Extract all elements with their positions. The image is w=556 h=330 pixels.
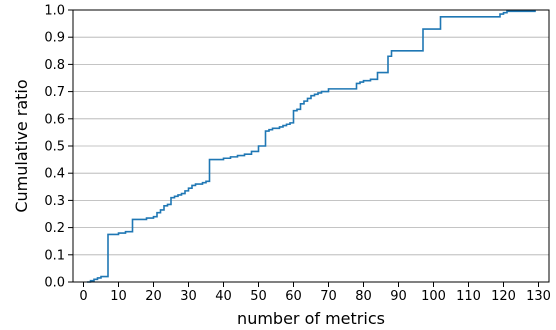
x-tick-label: 110 [456,289,481,304]
x-tick-label: 130 [526,289,551,304]
x-tick-label: 30 [180,289,197,304]
x-tick-label: 100 [421,289,446,304]
x-tick-label: 90 [390,289,407,304]
y-tick-label: 0.5 [44,140,65,155]
y-tick-label: 1.0 [44,4,65,19]
y-tick-label: 0.0 [44,276,65,291]
x-axis-ticks: 0 10 20 30 40 50 60 70 80 90 100 110 120 130 [79,282,551,304]
y-axis-ticks: 0.0 0.1 0.2 0.3 0.4 0.5 0.6 0.7 0.8 0.9 1.0 [44,4,73,291]
x-tick-label: 120 [491,289,516,304]
y-tick-label: 0.4 [44,167,65,182]
y-tick-label: 0.6 [44,112,65,127]
series-group [87,10,536,283]
x-tick-label: 20 [145,289,162,304]
x-tick-label: 70 [320,289,337,304]
grid-lines [73,9,549,283]
y-tick-label: 0.7 [44,85,65,100]
y-tick-label: 0.3 [44,194,65,209]
y-axis-label: Cumulative ratio [12,79,31,212]
x-tick-label: 80 [355,289,372,304]
x-tick-label: 10 [110,289,127,304]
x-axis-label: number of metrics [237,309,385,328]
y-tick-label: 0.9 [44,31,65,46]
y-tick-label: 0.2 [44,221,65,236]
y-tick-label: 0.1 [44,248,65,263]
y-tick-label: 0.8 [44,58,65,73]
x-tick-label: 0 [79,289,87,304]
cdf-series-line [87,10,536,283]
x-tick-label: 40 [215,289,232,304]
x-tick-label: 50 [250,289,267,304]
x-tick-label: 60 [285,289,302,304]
